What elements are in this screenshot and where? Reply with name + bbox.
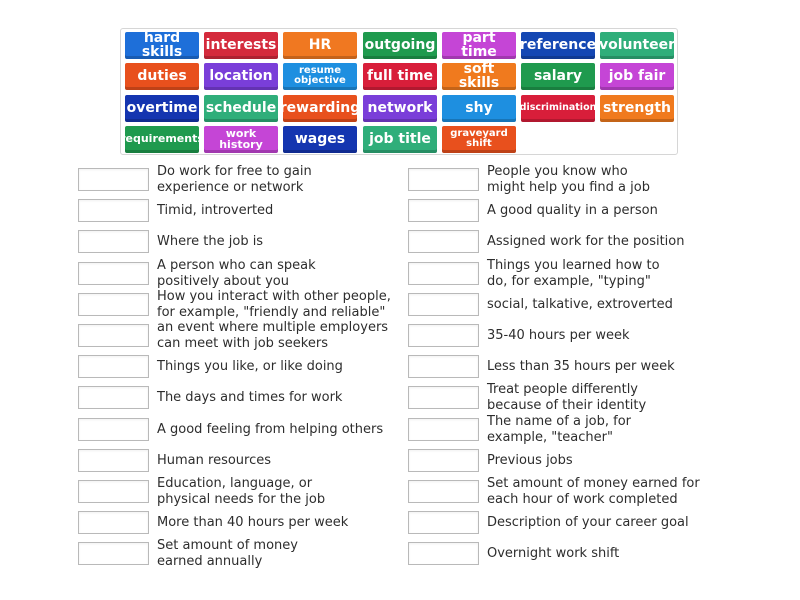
clue-text: Assigned work for the position xyxy=(487,234,685,249)
clue-text: Do work for free to gain experience or ne… xyxy=(157,164,312,195)
word-tile-location[interactable]: location xyxy=(204,63,278,90)
clue-text: Human resources xyxy=(157,453,272,468)
answer-drop-slot[interactable] xyxy=(78,262,149,285)
answer-drop-slot[interactable] xyxy=(408,480,479,503)
word-tile-schedule[interactable]: schedule xyxy=(204,95,278,122)
word-tile-work-history[interactable]: work history xyxy=(204,126,278,153)
answer-drop-slot[interactable] xyxy=(408,449,479,472)
answer-drop-slot[interactable] xyxy=(408,418,479,441)
clue-text: Set amount of money earned for each hour … xyxy=(487,476,700,507)
word-tile-hard-skills[interactable]: hard skills xyxy=(125,31,199,59)
clue-text: People you know who might help you find a… xyxy=(487,164,650,195)
word-tile-soft-skills[interactable]: soft skills xyxy=(442,62,516,90)
answer-drop-slot[interactable] xyxy=(78,480,149,503)
answer-drop-slot[interactable] xyxy=(78,168,149,191)
answer-drop-slot[interactable] xyxy=(78,355,149,378)
word-tile-volunteer[interactable]: volunteer xyxy=(599,32,675,59)
answer-drop-slot[interactable] xyxy=(408,355,479,378)
clue-text: Things you learned how to do, for example… xyxy=(487,258,660,289)
answer-drop-slot[interactable] xyxy=(408,386,479,409)
clue-text: Things you like, or like doing xyxy=(157,359,343,374)
clue-text: The days and times for work xyxy=(157,390,343,405)
word-tile-requirements[interactable]: requirements xyxy=(120,126,204,153)
word-tile-discrimination[interactable]: discrimination xyxy=(520,95,596,122)
clue-text: Where the job is xyxy=(157,234,264,249)
clue-text: Description of your career goal xyxy=(487,515,689,530)
answer-drop-slot[interactable] xyxy=(78,386,149,409)
clue-text: Treat people differently because of their… xyxy=(487,382,647,413)
clue-text: Set amount of money earned annually xyxy=(157,538,298,569)
clue-text: Overnight work shift xyxy=(487,546,620,561)
word-tile-job-fair[interactable]: job fair xyxy=(600,63,674,90)
word-tile-resume-objective[interactable]: resume objective xyxy=(283,63,357,90)
answer-drop-slot[interactable] xyxy=(408,511,479,534)
answer-drop-slot[interactable] xyxy=(408,230,479,253)
answer-drop-slot[interactable] xyxy=(78,324,149,347)
word-tile-reference[interactable]: reference xyxy=(520,32,596,59)
answer-drop-slot[interactable] xyxy=(78,542,149,565)
word-tile-job-title[interactable]: job title xyxy=(363,126,437,153)
word-tile-overtime[interactable]: overtime xyxy=(125,95,199,122)
clue-text: More than 40 hours per week xyxy=(157,515,349,530)
clue-text: Previous jobs xyxy=(487,453,573,468)
word-tile-wages[interactable]: wages xyxy=(283,126,357,153)
word-tile-graveyard-shift[interactable]: graveyard shift xyxy=(442,126,516,153)
word-tile-salary[interactable]: salary xyxy=(521,63,595,90)
answer-drop-slot[interactable] xyxy=(78,511,149,534)
answer-drop-slot[interactable] xyxy=(78,230,149,253)
clue-text: A good quality in a person xyxy=(487,203,658,218)
word-tile-interests[interactable]: interests xyxy=(204,32,278,59)
answer-drop-slot[interactable] xyxy=(78,293,149,316)
answer-drop-slot[interactable] xyxy=(408,262,479,285)
clue-text: social, talkative, extroverted xyxy=(487,297,673,312)
clue-text: Education, language, or physical needs fo… xyxy=(157,476,326,507)
clue-text: Timid, introverted xyxy=(157,203,274,218)
word-tile-HR[interactable]: HR xyxy=(283,32,357,59)
clue-text: Less than 35 hours per week xyxy=(487,359,675,374)
word-tile-shy[interactable]: shy xyxy=(442,95,516,122)
answer-drop-slot[interactable] xyxy=(408,324,479,347)
clue-text: How you interact with other people, for e… xyxy=(157,289,391,320)
word-tile-network[interactable]: network xyxy=(363,95,437,122)
answer-drop-slot[interactable] xyxy=(408,168,479,191)
word-tile-rewarding[interactable]: rewarding xyxy=(280,95,360,122)
word-tile-strength[interactable]: strength xyxy=(600,95,674,122)
word-tile-full-time[interactable]: full time xyxy=(363,63,437,90)
answer-drop-slot[interactable] xyxy=(408,293,479,316)
clue-text: 35-40 hours per week xyxy=(487,328,630,343)
word-tile-part-time[interactable]: part time xyxy=(442,31,516,59)
clue-text: an event where multiple employers can mee… xyxy=(157,320,389,351)
answer-drop-slot[interactable] xyxy=(78,418,149,441)
answer-drop-slot[interactable] xyxy=(78,449,149,472)
clue-text: A good feeling from helping others xyxy=(157,422,384,437)
clue-text: A person who can speak positively about y… xyxy=(157,258,316,289)
word-tile-outgoing[interactable]: outgoing xyxy=(363,32,437,59)
answer-drop-slot[interactable] xyxy=(408,542,479,565)
clue-text: The name of a job, for example, "teacher" xyxy=(487,414,632,445)
answer-drop-slot[interactable] xyxy=(408,199,479,222)
word-bank: hard skills interests HR outgoing part time r… xyxy=(120,28,678,155)
word-tile-duties[interactable]: duties xyxy=(125,63,199,90)
answer-drop-slot[interactable] xyxy=(78,199,149,222)
